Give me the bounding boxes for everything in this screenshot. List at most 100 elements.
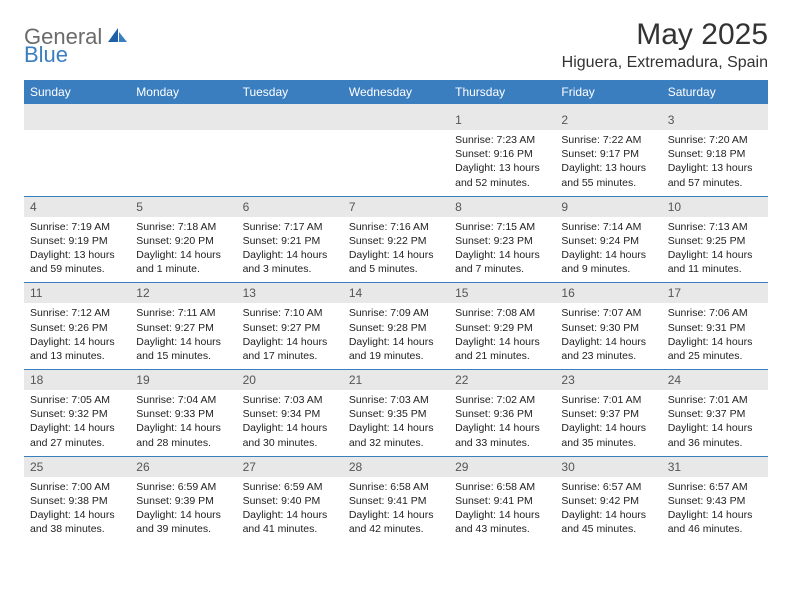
day-number-cell: 1: [449, 110, 555, 130]
day-number-cell: 19: [130, 370, 236, 391]
daylight-line2: and 27 minutes.: [30, 436, 124, 450]
daylight-line2: and 15 minutes.: [136, 349, 230, 363]
sunset-text: Sunset: 9:37 PM: [561, 407, 655, 421]
daylight-line2: and 33 minutes.: [455, 436, 549, 450]
sunrise-text: Sunrise: 6:57 AM: [561, 480, 655, 494]
day-number-cell: 5: [130, 196, 236, 217]
day-detail-cell: Sunrise: 7:06 AMSunset: 9:31 PMDaylight:…: [662, 303, 768, 369]
sunrise-text: Sunrise: 7:03 AM: [349, 393, 443, 407]
daylight-line1: Daylight: 14 hours: [136, 508, 230, 522]
day-detail-cell: Sunrise: 7:19 AMSunset: 9:19 PMDaylight:…: [24, 217, 130, 283]
sunset-text: Sunset: 9:28 PM: [349, 321, 443, 335]
sunrise-text: Sunrise: 7:02 AM: [455, 393, 549, 407]
sunrise-text: Sunrise: 7:23 AM: [455, 133, 549, 147]
day-detail-cell: Sunrise: 7:14 AMSunset: 9:24 PMDaylight:…: [555, 217, 661, 283]
sunset-text: Sunset: 9:24 PM: [561, 234, 655, 248]
detail-row: Sunrise: 7:23 AMSunset: 9:16 PMDaylight:…: [24, 130, 768, 196]
daylight-line1: Daylight: 14 hours: [349, 421, 443, 435]
daylight-line2: and 25 minutes.: [668, 349, 762, 363]
day-detail-cell: Sunrise: 7:08 AMSunset: 9:29 PMDaylight:…: [449, 303, 555, 369]
brand-blue-wrap: Blue: [24, 42, 68, 68]
sunset-text: Sunset: 9:21 PM: [243, 234, 337, 248]
sunset-text: Sunset: 9:26 PM: [30, 321, 124, 335]
brand-blue: Blue: [24, 42, 68, 67]
sunrise-text: Sunrise: 7:00 AM: [30, 480, 124, 494]
sunset-text: Sunset: 9:39 PM: [136, 494, 230, 508]
daylight-line1: Daylight: 14 hours: [561, 508, 655, 522]
month-title: May 2025: [562, 18, 768, 52]
sunset-text: Sunset: 9:34 PM: [243, 407, 337, 421]
day-detail-cell: Sunrise: 7:11 AMSunset: 9:27 PMDaylight:…: [130, 303, 236, 369]
day-detail-cell: Sunrise: 7:02 AMSunset: 9:36 PMDaylight:…: [449, 390, 555, 456]
sunrise-text: Sunrise: 7:05 AM: [30, 393, 124, 407]
day-detail-cell: Sunrise: 7:04 AMSunset: 9:33 PMDaylight:…: [130, 390, 236, 456]
sunset-text: Sunset: 9:18 PM: [668, 147, 762, 161]
daylight-line1: Daylight: 14 hours: [561, 248, 655, 262]
daylight-line2: and 59 minutes.: [30, 262, 124, 276]
sunrise-text: Sunrise: 6:59 AM: [136, 480, 230, 494]
day-detail-cell: [130, 130, 236, 196]
day-number-cell: 16: [555, 283, 661, 304]
weekday-tue: Tuesday: [237, 80, 343, 104]
day-detail-cell: Sunrise: 7:09 AMSunset: 9:28 PMDaylight:…: [343, 303, 449, 369]
weekday-fri: Friday: [555, 80, 661, 104]
sunrise-text: Sunrise: 7:19 AM: [30, 220, 124, 234]
day-number-cell: 15: [449, 283, 555, 304]
sunrise-text: Sunrise: 7:08 AM: [455, 306, 549, 320]
day-detail-cell: Sunrise: 7:13 AMSunset: 9:25 PMDaylight:…: [662, 217, 768, 283]
daylight-line2: and 17 minutes.: [243, 349, 337, 363]
weekday-header-row: Sunday Monday Tuesday Wednesday Thursday…: [24, 80, 768, 104]
day-detail-cell: [343, 130, 449, 196]
sunrise-text: Sunrise: 6:57 AM: [668, 480, 762, 494]
weekday-wed: Wednesday: [343, 80, 449, 104]
day-detail-cell: Sunrise: 6:58 AMSunset: 9:41 PMDaylight:…: [343, 477, 449, 543]
daylight-line1: Daylight: 14 hours: [243, 508, 337, 522]
day-number-cell: [343, 110, 449, 130]
day-number-cell: 29: [449, 456, 555, 477]
daylight-line1: Daylight: 13 hours: [455, 161, 549, 175]
sunset-text: Sunset: 9:41 PM: [349, 494, 443, 508]
weekday-sat: Saturday: [662, 80, 768, 104]
daynum-row: 18192021222324: [24, 370, 768, 391]
detail-row: Sunrise: 7:12 AMSunset: 9:26 PMDaylight:…: [24, 303, 768, 369]
detail-row: Sunrise: 7:05 AMSunset: 9:32 PMDaylight:…: [24, 390, 768, 456]
sunrise-text: Sunrise: 7:13 AM: [668, 220, 762, 234]
weekday-mon: Monday: [130, 80, 236, 104]
day-number-cell: 12: [130, 283, 236, 304]
day-detail-cell: Sunrise: 7:18 AMSunset: 9:20 PMDaylight:…: [130, 217, 236, 283]
sunrise-text: Sunrise: 7:01 AM: [668, 393, 762, 407]
day-detail-cell: Sunrise: 7:22 AMSunset: 9:17 PMDaylight:…: [555, 130, 661, 196]
daylight-line1: Daylight: 14 hours: [136, 248, 230, 262]
daylight-line1: Daylight: 14 hours: [668, 335, 762, 349]
day-detail-cell: Sunrise: 7:01 AMSunset: 9:37 PMDaylight:…: [555, 390, 661, 456]
day-number-cell: 7: [343, 196, 449, 217]
day-detail-cell: Sunrise: 7:05 AMSunset: 9:32 PMDaylight:…: [24, 390, 130, 456]
sunset-text: Sunset: 9:23 PM: [455, 234, 549, 248]
daylight-line2: and 23 minutes.: [561, 349, 655, 363]
sunset-text: Sunset: 9:41 PM: [455, 494, 549, 508]
sunrise-text: Sunrise: 7:22 AM: [561, 133, 655, 147]
sunset-text: Sunset: 9:37 PM: [668, 407, 762, 421]
sunset-text: Sunset: 9:31 PM: [668, 321, 762, 335]
daylight-line1: Daylight: 13 hours: [561, 161, 655, 175]
sunrise-text: Sunrise: 7:18 AM: [136, 220, 230, 234]
daylight-line2: and 32 minutes.: [349, 436, 443, 450]
daylight-line2: and 55 minutes.: [561, 176, 655, 190]
sunrise-text: Sunrise: 7:06 AM: [668, 306, 762, 320]
daylight-line2: and 36 minutes.: [668, 436, 762, 450]
daylight-line2: and 21 minutes.: [455, 349, 549, 363]
sunrise-text: Sunrise: 7:20 AM: [668, 133, 762, 147]
sunrise-text: Sunrise: 7:09 AM: [349, 306, 443, 320]
daynum-row: 45678910: [24, 196, 768, 217]
daylight-line1: Daylight: 14 hours: [136, 335, 230, 349]
sunset-text: Sunset: 9:22 PM: [349, 234, 443, 248]
day-detail-cell: Sunrise: 6:57 AMSunset: 9:42 PMDaylight:…: [555, 477, 661, 543]
daylight-line2: and 43 minutes.: [455, 522, 549, 536]
day-detail-cell: Sunrise: 7:00 AMSunset: 9:38 PMDaylight:…: [24, 477, 130, 543]
day-number-cell: [237, 110, 343, 130]
day-detail-cell: [237, 130, 343, 196]
sunrise-text: Sunrise: 7:03 AM: [243, 393, 337, 407]
day-number-cell: 6: [237, 196, 343, 217]
calendar-page: General May 2025 Higuera, Extremadura, S…: [0, 0, 792, 560]
day-number-cell: 31: [662, 456, 768, 477]
